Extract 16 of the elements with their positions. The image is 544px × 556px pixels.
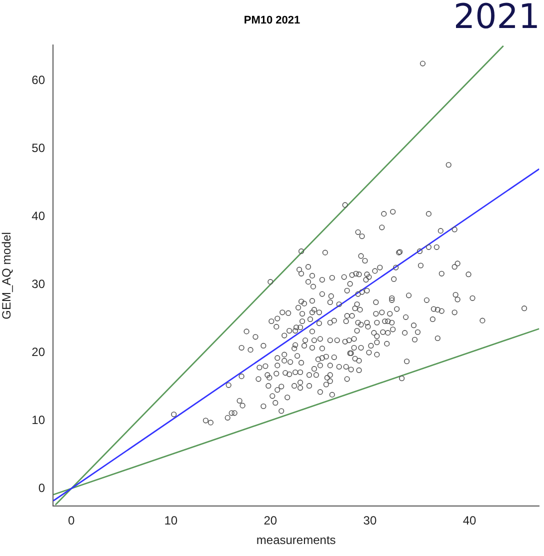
y-tick-label: 10 bbox=[32, 412, 46, 427]
text: 2021 bbox=[453, 0, 540, 37]
chart-title: PM10 2021 bbox=[244, 14, 300, 27]
y-tick-label: 0 bbox=[38, 480, 46, 495]
x-tick-label: 20 bbox=[264, 514, 278, 528]
x-axis-title: measurements bbox=[256, 533, 336, 548]
y-tick-label: 20 bbox=[32, 344, 46, 359]
y-tick-label: 40 bbox=[32, 208, 46, 223]
y-axis-title: GEM_AQ model bbox=[0, 232, 14, 320]
x-tick-label: 30 bbox=[363, 514, 377, 528]
y-tick-label: 60 bbox=[32, 72, 46, 87]
y-tick-label: 30 bbox=[32, 276, 46, 291]
x-tick-label: 40 bbox=[462, 514, 477, 528]
x-tick-label: 10 bbox=[164, 514, 178, 528]
x-tick-label: 0 bbox=[68, 514, 75, 528]
y-tick-label: 50 bbox=[32, 140, 46, 155]
